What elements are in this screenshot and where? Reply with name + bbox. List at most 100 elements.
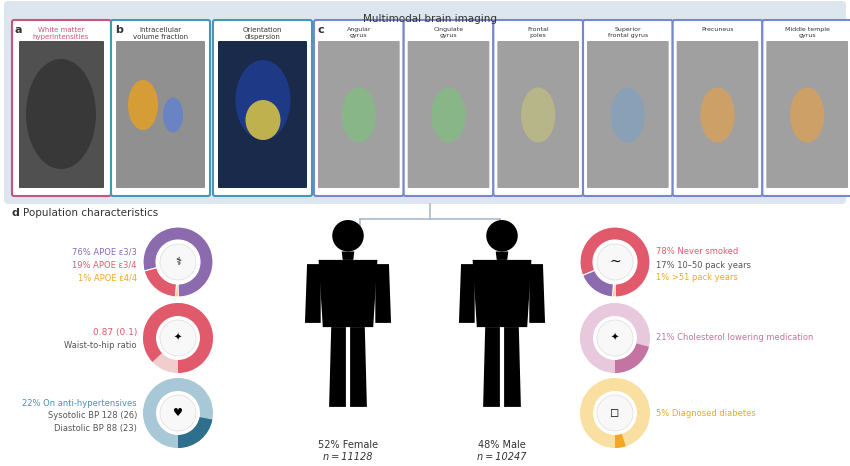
Text: Superior
frontal gyrus: Superior frontal gyrus [608, 27, 648, 38]
FancyBboxPatch shape [4, 1, 846, 204]
Circle shape [160, 244, 196, 280]
FancyBboxPatch shape [583, 20, 672, 196]
FancyBboxPatch shape [408, 41, 490, 188]
FancyBboxPatch shape [116, 41, 205, 188]
Ellipse shape [235, 60, 291, 140]
Text: 48% Male: 48% Male [478, 440, 526, 450]
Text: Precuneus: Precuneus [701, 27, 734, 32]
Text: 17% 10–50 pack years: 17% 10–50 pack years [656, 260, 751, 269]
Wedge shape [176, 284, 178, 297]
Text: c: c [318, 25, 325, 35]
Text: 5% Diagnosed diabetes: 5% Diagnosed diabetes [656, 409, 756, 418]
Ellipse shape [431, 88, 466, 143]
FancyBboxPatch shape [493, 20, 583, 196]
Text: Frontal
poles: Frontal poles [527, 27, 549, 38]
Text: Intracellular
volume fraction: Intracellular volume fraction [133, 27, 188, 40]
FancyBboxPatch shape [497, 41, 579, 188]
Wedge shape [143, 378, 213, 448]
Text: Multimodal brain imaging: Multimodal brain imaging [363, 14, 497, 24]
Text: Diastolic BP 88 (23): Diastolic BP 88 (23) [54, 425, 137, 433]
Ellipse shape [521, 88, 555, 143]
Text: ✦: ✦ [174, 333, 182, 343]
FancyBboxPatch shape [318, 41, 399, 188]
Ellipse shape [610, 88, 645, 143]
Polygon shape [496, 252, 508, 260]
FancyBboxPatch shape [677, 41, 758, 188]
Polygon shape [376, 264, 391, 323]
Text: d: d [12, 208, 20, 218]
Polygon shape [459, 264, 474, 323]
Wedge shape [613, 284, 615, 297]
Text: ✦: ✦ [611, 333, 619, 343]
Polygon shape [329, 327, 346, 407]
FancyBboxPatch shape [111, 20, 210, 196]
Text: 0.87 (0.1): 0.87 (0.1) [93, 329, 137, 337]
Text: n = 10247: n = 10247 [477, 452, 527, 462]
Text: b: b [115, 25, 123, 35]
Text: ◻: ◻ [610, 408, 620, 418]
Wedge shape [144, 267, 177, 297]
FancyBboxPatch shape [762, 20, 850, 196]
FancyBboxPatch shape [213, 20, 312, 196]
Circle shape [160, 320, 196, 356]
Text: a: a [15, 25, 22, 35]
Text: Angular
gyrus: Angular gyrus [347, 27, 371, 38]
Wedge shape [580, 378, 650, 448]
Wedge shape [143, 227, 213, 297]
Text: Orientation
dispersion: Orientation dispersion [243, 27, 282, 40]
FancyBboxPatch shape [672, 20, 762, 196]
Polygon shape [483, 327, 500, 407]
Ellipse shape [128, 80, 158, 130]
Text: White matter
hyperintensities: White matter hyperintensities [33, 27, 89, 40]
Wedge shape [580, 227, 650, 297]
Text: ⚕: ⚕ [175, 257, 181, 267]
Text: 22% On anti-hypertensives: 22% On anti-hypertensives [22, 398, 137, 407]
Circle shape [332, 220, 364, 252]
Circle shape [597, 244, 633, 280]
Polygon shape [530, 264, 545, 323]
FancyBboxPatch shape [314, 20, 404, 196]
Wedge shape [143, 303, 213, 373]
Polygon shape [319, 260, 377, 327]
Text: Population characteristics: Population characteristics [23, 208, 158, 218]
Wedge shape [615, 434, 626, 448]
Ellipse shape [163, 97, 183, 132]
FancyBboxPatch shape [19, 41, 104, 188]
Polygon shape [350, 327, 367, 407]
Wedge shape [580, 303, 650, 373]
Text: 78% Never smoked: 78% Never smoked [656, 247, 739, 256]
Circle shape [597, 320, 633, 356]
Polygon shape [342, 252, 354, 260]
Text: Waist-to-hip ratio: Waist-to-hip ratio [65, 342, 137, 350]
Text: 19% APOE ε3/4: 19% APOE ε3/4 [72, 260, 137, 269]
Wedge shape [143, 303, 213, 373]
Text: 21% Cholesterol lowering medication: 21% Cholesterol lowering medication [656, 334, 813, 343]
Text: Middle temple
gyrus: Middle temple gyrus [785, 27, 830, 38]
Text: ♥: ♥ [173, 408, 183, 418]
Circle shape [160, 395, 196, 431]
Polygon shape [504, 327, 521, 407]
Circle shape [486, 220, 518, 252]
Text: 52% Female: 52% Female [318, 440, 378, 450]
Text: 1% >51 pack years: 1% >51 pack years [656, 274, 738, 282]
Text: Sysotolic BP 128 (26): Sysotolic BP 128 (26) [48, 411, 137, 420]
FancyBboxPatch shape [218, 41, 307, 188]
Circle shape [597, 395, 633, 431]
Text: Cingulate
gyrus: Cingulate gyrus [434, 27, 463, 38]
FancyBboxPatch shape [587, 41, 669, 188]
Ellipse shape [246, 100, 280, 140]
Ellipse shape [790, 88, 824, 143]
Wedge shape [582, 270, 614, 297]
FancyBboxPatch shape [767, 41, 848, 188]
FancyBboxPatch shape [12, 20, 111, 196]
Polygon shape [473, 260, 531, 327]
Text: ~: ~ [609, 255, 620, 269]
Text: n = 11128: n = 11128 [323, 452, 373, 462]
Wedge shape [178, 417, 212, 448]
Text: 1% APOE ε4/4: 1% APOE ε4/4 [78, 274, 137, 282]
Polygon shape [305, 264, 320, 323]
Ellipse shape [26, 59, 96, 169]
FancyBboxPatch shape [404, 20, 493, 196]
Ellipse shape [700, 88, 734, 143]
Wedge shape [615, 343, 649, 373]
